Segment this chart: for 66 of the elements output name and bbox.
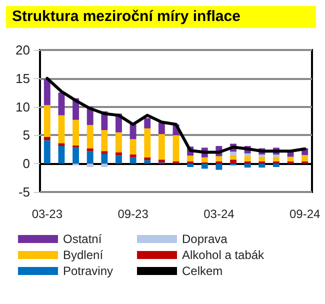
bar <box>230 160 236 164</box>
bar <box>101 154 108 164</box>
bar <box>58 92 65 116</box>
y-tick-label: 20 <box>16 42 30 58</box>
chart-title: Struktura meziroční míry inflace <box>6 6 316 28</box>
bar <box>44 78 50 106</box>
bar <box>101 164 108 168</box>
bar <box>58 115 65 144</box>
bar <box>116 132 122 152</box>
bar <box>272 156 280 162</box>
bar <box>72 148 80 164</box>
legend-label: Doprava <box>182 232 228 246</box>
bar <box>44 136 50 140</box>
bar <box>230 152 236 156</box>
y-tick-label: -5 <box>18 184 30 200</box>
bar <box>216 156 222 162</box>
bar <box>158 134 165 160</box>
bar <box>144 160 151 164</box>
bar <box>258 156 266 162</box>
bar <box>101 151 108 154</box>
bar <box>287 156 294 162</box>
bar <box>58 146 65 164</box>
y-tick-label: 0 <box>22 156 30 172</box>
y-tick-label: 15 <box>16 70 30 86</box>
legend-label: Alkohol a tabák <box>182 248 266 262</box>
bar <box>116 152 122 156</box>
bar <box>101 130 108 152</box>
bar <box>216 164 222 170</box>
bar <box>187 156 194 162</box>
bar <box>130 157 136 164</box>
line-series <box>46 76 306 154</box>
bar <box>272 164 280 168</box>
bar <box>130 139 136 155</box>
x-tick-label: 09-23 <box>118 207 149 221</box>
bar <box>244 156 251 162</box>
bar <box>44 140 50 164</box>
bar <box>86 151 94 164</box>
x-tick-label: 03-23 <box>32 207 63 221</box>
bar <box>58 143 65 146</box>
bar <box>201 157 208 162</box>
x-tick-label: 09-24 <box>289 207 321 221</box>
bar <box>201 164 208 169</box>
bar <box>44 105 50 137</box>
bar <box>130 154 136 158</box>
bar <box>244 164 251 168</box>
bar <box>258 164 266 168</box>
x-tick-label: 03-24 <box>204 207 235 221</box>
bar <box>158 160 165 162</box>
bar <box>144 118 151 128</box>
bar <box>158 122 165 134</box>
bar <box>72 120 80 146</box>
legend-label: Celkem <box>182 264 223 278</box>
bar <box>144 128 151 158</box>
bar <box>130 124 136 140</box>
legend-label: Bydlení <box>63 248 104 262</box>
bar <box>172 135 180 162</box>
legend-label: Potraviny <box>63 264 114 278</box>
bar <box>86 124 94 148</box>
y-tick-label: 5 <box>22 128 30 143</box>
bar <box>187 164 194 168</box>
bar <box>230 155 236 160</box>
legend-label: Ostatní <box>63 232 102 246</box>
y-tick-label: 10 <box>16 99 30 114</box>
bar <box>116 155 122 164</box>
bar <box>302 155 308 162</box>
bar <box>86 164 94 168</box>
